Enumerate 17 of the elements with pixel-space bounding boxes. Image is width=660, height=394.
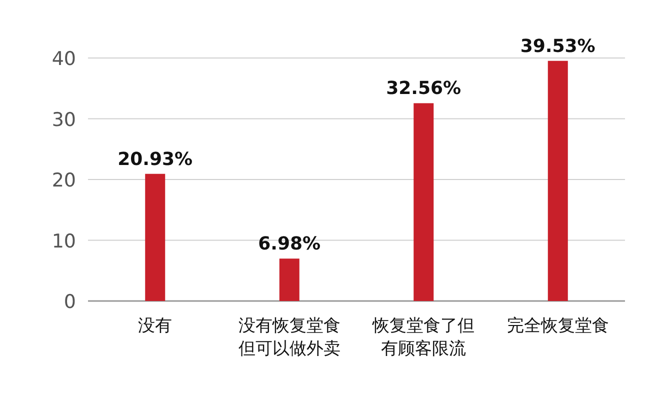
bar — [279, 258, 300, 301]
x-tick-label: 没有恢复堂食但可以做外卖 — [238, 316, 340, 359]
bar — [145, 174, 166, 301]
x-tick-label: 没有 — [138, 316, 172, 336]
y-tick-label: 10 — [52, 230, 76, 252]
y-tick-label: 20 — [52, 170, 76, 192]
y-tick-label: 0 — [64, 291, 76, 313]
bar — [414, 103, 434, 301]
data-label: 32.56% — [386, 78, 462, 100]
data-label: 6.98% — [258, 234, 321, 255]
x-tick-label: 完全恢复堂食 — [506, 316, 609, 336]
x-tick-label: 恢复堂食了但有顾客限流 — [372, 316, 475, 359]
data-label: 20.93% — [118, 148, 193, 170]
y-tick-label: 30 — [52, 108, 76, 131]
y-tick-label: 40 — [52, 48, 76, 70]
data-label: 39.53% — [520, 36, 596, 57]
bar — [548, 60, 568, 301]
